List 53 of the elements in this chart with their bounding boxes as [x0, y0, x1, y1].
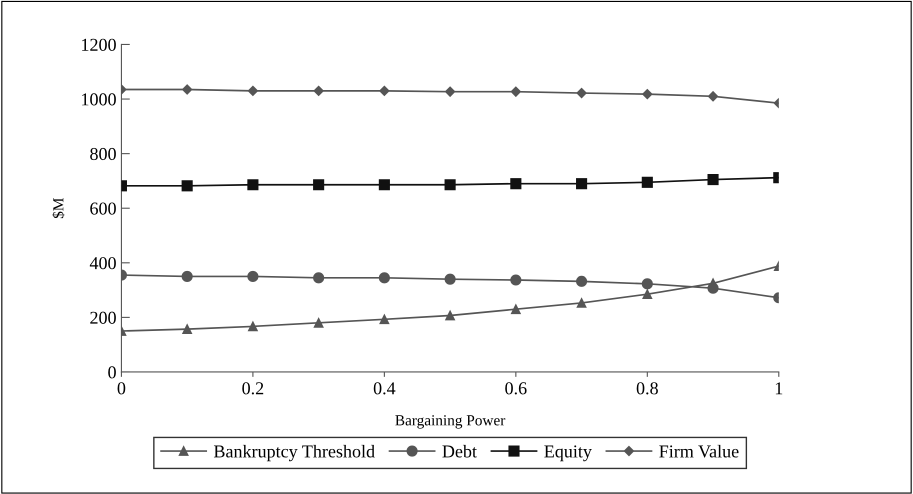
point	[444, 274, 456, 285]
point	[510, 304, 521, 314]
point	[642, 278, 653, 290]
y-tick-label: 800	[90, 148, 116, 160]
point	[576, 276, 588, 287]
x-tick-label: 1	[776, 382, 782, 394]
y-tick-label: 400	[90, 257, 116, 270]
point	[182, 180, 193, 192]
y-axis-title: $M	[52, 198, 64, 218]
point	[314, 86, 324, 96]
point	[247, 270, 258, 282]
legend-label: Debt	[442, 444, 477, 458]
legend-label: Firm Value	[659, 444, 739, 458]
point	[510, 86, 521, 97]
point	[576, 178, 588, 190]
point	[576, 298, 586, 308]
point	[313, 179, 324, 190]
point	[378, 272, 390, 284]
point	[576, 88, 587, 98]
y-tick-label: 0	[108, 366, 116, 378]
y-tick-label: 200	[90, 312, 116, 324]
point	[707, 174, 719, 186]
x-tick-label: 0	[118, 382, 126, 394]
point	[248, 322, 258, 332]
point	[182, 324, 192, 334]
point	[379, 86, 390, 96]
legend-label: Bankruptcy Threshold	[214, 444, 375, 462]
x-axis-title: Bargaining Power	[395, 415, 506, 429]
legend-label: Equity	[544, 445, 592, 462]
point	[182, 270, 193, 282]
point	[247, 179, 258, 190]
point	[510, 274, 522, 286]
point	[378, 179, 390, 190]
point	[314, 318, 324, 328]
point	[642, 176, 653, 188]
x-tick-label: 0.6	[505, 382, 527, 394]
point	[445, 310, 455, 320]
x-tick-label: 0.8	[636, 382, 658, 394]
y-tick-label: 1000	[82, 93, 116, 106]
point	[642, 289, 652, 300]
point	[708, 91, 718, 102]
x-tick-label: 0.2	[242, 382, 264, 394]
point	[444, 179, 456, 190]
point	[380, 314, 390, 324]
point	[313, 272, 324, 284]
point	[444, 86, 456, 97]
y-tick-label: 1200	[82, 38, 116, 51]
point	[182, 84, 192, 95]
point	[248, 86, 258, 96]
y-tick-label: 600	[90, 202, 116, 215]
point	[510, 178, 522, 190]
point	[642, 89, 652, 100]
x-tick-label: 0.4	[374, 382, 396, 394]
